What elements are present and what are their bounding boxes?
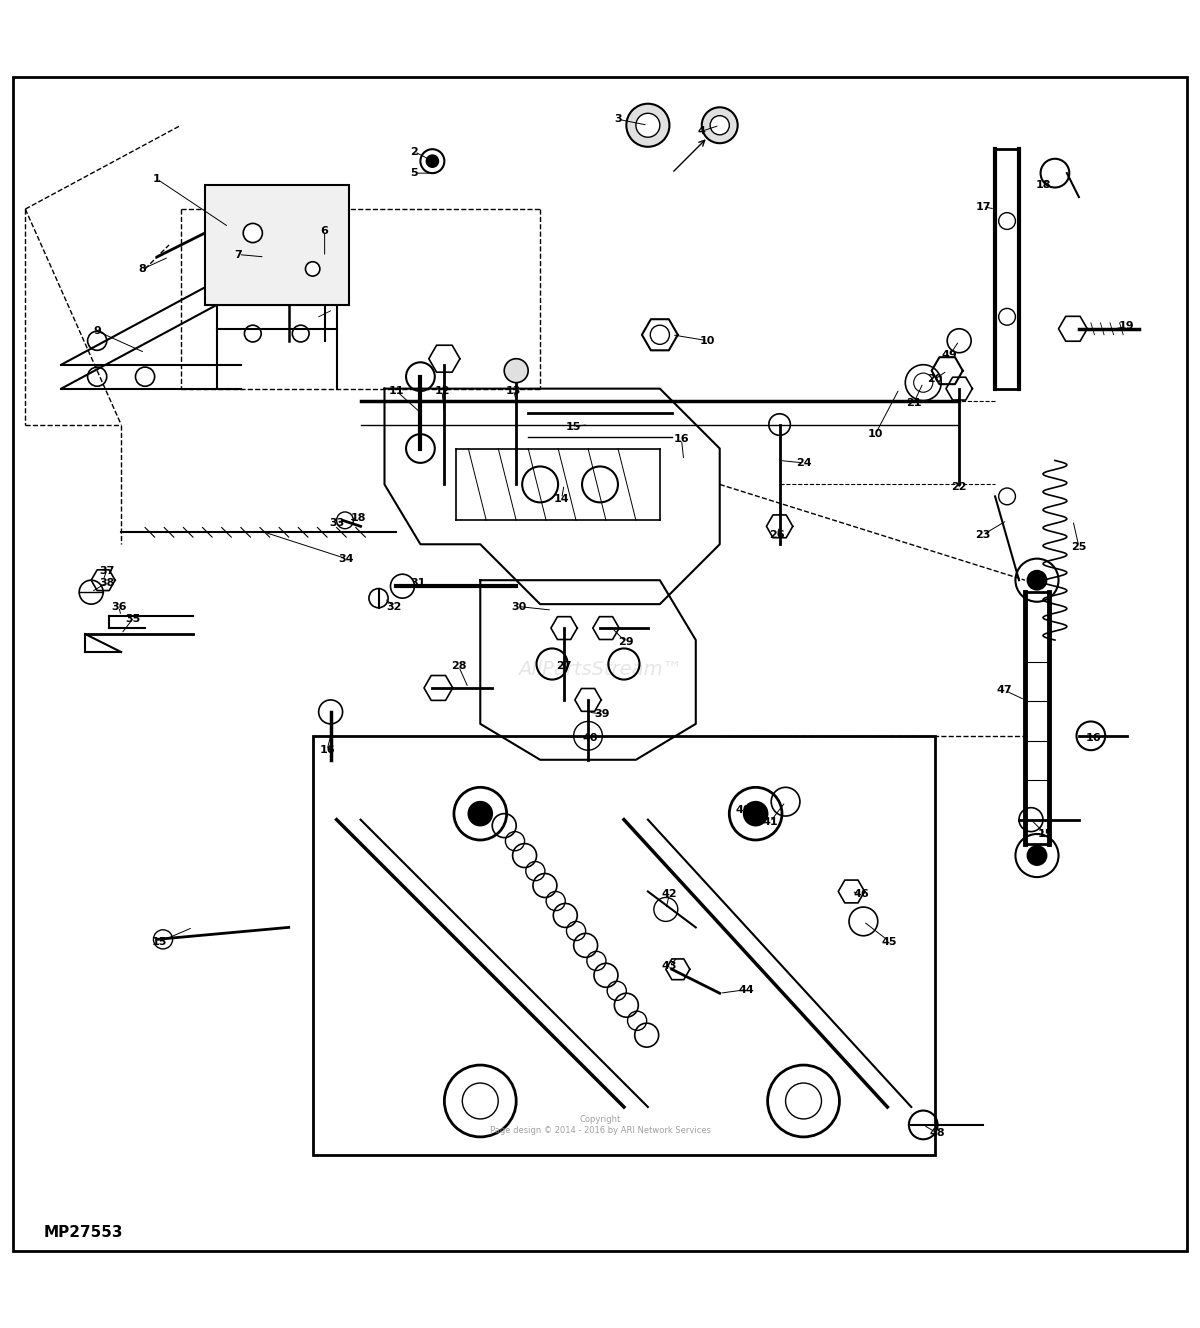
Text: 18: 18 [1036,181,1051,190]
Text: 16: 16 [319,745,335,756]
Circle shape [636,113,660,137]
Text: 21: 21 [906,398,922,408]
Text: 47: 47 [997,685,1013,696]
Text: 13: 13 [506,386,522,396]
Circle shape [1027,846,1046,865]
Text: 40: 40 [583,733,598,744]
Text: 16: 16 [673,434,689,444]
Text: 15: 15 [1038,829,1054,839]
Text: 16: 16 [1086,733,1102,744]
Text: 25: 25 [1072,542,1086,551]
Circle shape [504,359,528,382]
Text: 27: 27 [557,661,572,672]
Bar [313,736,935,1155]
Text: 39: 39 [595,709,610,720]
Circle shape [710,116,730,135]
Circle shape [462,1084,498,1120]
Text: 34: 34 [338,554,354,563]
Text: 19: 19 [1118,321,1134,332]
Circle shape [306,262,320,276]
Text: 24: 24 [796,458,811,467]
Text: 28: 28 [451,661,467,672]
Text: 36: 36 [110,602,126,611]
Text: 40: 40 [736,805,751,815]
Circle shape [426,155,438,167]
Text: 46: 46 [853,888,869,899]
Circle shape [468,802,492,826]
Text: 41: 41 [762,817,778,827]
Text: 43: 43 [661,960,677,971]
Text: 17: 17 [976,202,991,211]
Circle shape [626,104,670,147]
Text: Copyright
Page design © 2014 - 2016 by ARI Network Services: Copyright Page design © 2014 - 2016 by A… [490,1116,710,1134]
Circle shape [1027,571,1046,590]
Text: 4: 4 [698,126,706,137]
Text: 15: 15 [151,936,167,947]
Text: 5: 5 [410,169,419,178]
Text: 38: 38 [100,578,114,587]
Circle shape [744,802,768,826]
Text: 49: 49 [942,351,958,360]
Text: 15: 15 [566,422,581,432]
Text: 10: 10 [868,429,883,440]
Circle shape [786,1084,822,1120]
Text: 9: 9 [94,327,101,336]
Text: 23: 23 [976,530,991,539]
Text: 42: 42 [661,888,677,899]
Text: 12: 12 [434,386,450,396]
Text: 14: 14 [554,494,570,503]
Text: 26: 26 [769,530,785,539]
Circle shape [650,325,670,344]
Text: 35: 35 [126,614,140,624]
Text: 20: 20 [928,374,943,384]
Text: 33: 33 [329,518,344,527]
Text: MP27553: MP27553 [43,1226,122,1240]
Text: 7: 7 [234,250,242,259]
Text: 18: 18 [350,513,366,523]
Text: 1: 1 [154,174,161,185]
Text: 2: 2 [410,146,419,157]
Text: 3: 3 [614,114,622,125]
Text: 32: 32 [386,602,402,611]
Text: 45: 45 [882,936,898,947]
Circle shape [244,223,263,243]
Text: 31: 31 [410,578,426,587]
Text: 48: 48 [930,1129,946,1138]
Text: 37: 37 [100,566,114,575]
Text: 22: 22 [952,482,967,491]
Text: 29: 29 [618,637,634,648]
Circle shape [702,108,738,143]
Text: 6: 6 [320,226,329,235]
Text: 10: 10 [700,336,715,345]
Text: 11: 11 [389,386,404,396]
Text: 8: 8 [139,264,146,274]
Bar [205,185,348,305]
Text: AllPartsStream™: AllPartsStream™ [518,660,682,680]
Text: 30: 30 [511,602,527,611]
Text: 44: 44 [738,984,754,995]
